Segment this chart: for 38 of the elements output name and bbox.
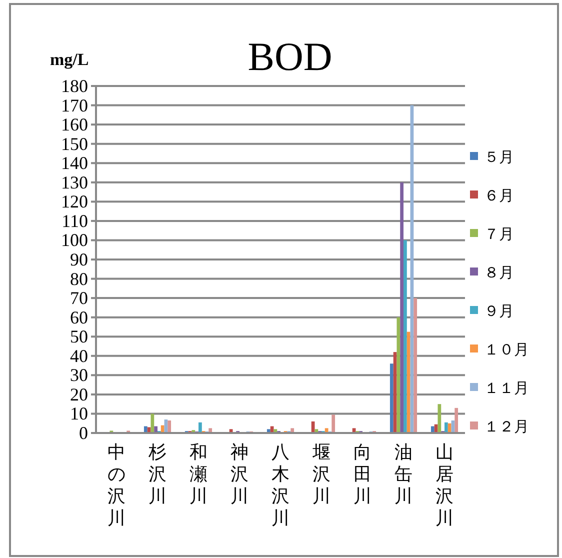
x-tick-label: 中の沢川	[108, 442, 126, 528]
x-tick-label: 堰沢川	[312, 442, 330, 506]
y-tick-label: 50	[70, 326, 88, 347]
y-tick-label: 100	[61, 230, 88, 250]
x-tick-label: 八木沢川	[272, 442, 290, 528]
y-tick-label: 150	[61, 134, 88, 154]
y-tick-label: 180	[61, 76, 88, 96]
legend-label: １０月	[484, 342, 529, 358]
y-tick-label: 40	[70, 346, 88, 366]
chart-title: BOD	[248, 34, 332, 79]
y-tick-label: 120	[61, 192, 88, 212]
x-tick-label: 神沢川	[230, 442, 248, 506]
x-tick-label: 和瀬川	[190, 442, 208, 506]
y-tick-label: 170	[61, 95, 88, 116]
y-tick-label: 140	[61, 153, 88, 174]
y-tick-label: 20	[70, 384, 88, 404]
y-tick-label: 70	[70, 288, 88, 308]
y-tick-label: 10	[70, 404, 88, 424]
legend-label: ５月	[484, 150, 514, 166]
legend-label: ８月	[484, 266, 514, 282]
x-tick-label: 油缶川	[394, 442, 412, 506]
y-tick-label: 110	[62, 210, 88, 231]
y-tick-label: 0	[79, 423, 88, 443]
y-tick-label: 90	[70, 250, 88, 270]
x-tick-label: 山居沢川	[436, 442, 454, 528]
y-tick-label: 160	[61, 114, 88, 135]
y-tick-label: 60	[70, 307, 88, 328]
legend-label: ７月	[484, 227, 514, 243]
x-tick-label: 杉沢川	[148, 442, 166, 506]
legend-label: １２月	[484, 420, 529, 436]
y-tick-label: 80	[70, 268, 88, 289]
x-tick-label: 向田川	[354, 442, 372, 506]
legend-label: １１月	[484, 381, 529, 397]
legend-label: ６月	[484, 188, 514, 204]
y-axis-title: mg/L	[50, 50, 89, 69]
y-tick-label: 130	[61, 172, 88, 192]
legend-label: ９月	[484, 304, 514, 320]
y-tick-label: 30	[70, 365, 88, 386]
